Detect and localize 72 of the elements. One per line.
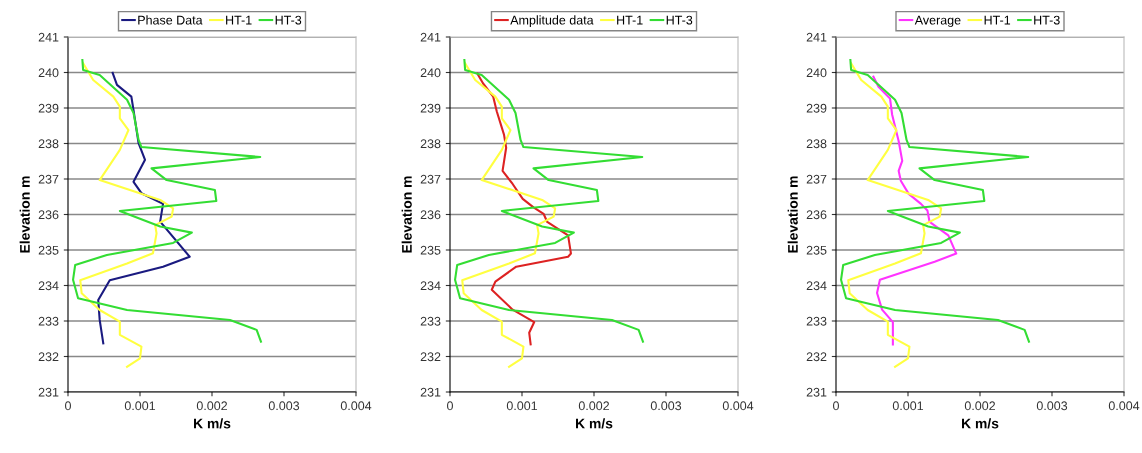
y-tick-label: 231 — [806, 387, 827, 397]
y-tick-label: 241 — [420, 32, 441, 42]
y-tick-label: 233 — [420, 316, 441, 326]
x-axis-title: K m/s — [576, 418, 613, 429]
y-tick-label: 232 — [806, 352, 827, 362]
y-tick-label: 241 — [38, 32, 59, 42]
legend-label: Phase Data — [138, 15, 203, 25]
y-tick-label: 237 — [420, 174, 441, 184]
y-tick-label: 237 — [38, 174, 59, 184]
y-tick-label: 238 — [420, 139, 441, 149]
y-tick-label: 239 — [806, 103, 827, 113]
line-series — [461, 62, 557, 368]
y-tick-label: 235 — [420, 245, 441, 255]
line-series — [872, 75, 958, 346]
x-tick-label: 0.003 — [268, 401, 300, 411]
legend-label: HT-1 — [617, 15, 643, 25]
x-tick-label: 0 — [65, 401, 71, 411]
y-tick-label: 240 — [806, 68, 827, 78]
line-series — [454, 59, 644, 343]
y-tick-label: 234 — [38, 281, 59, 291]
y-tick-label: 231 — [38, 387, 59, 397]
y-tick-label: 236 — [38, 210, 59, 220]
y-tick-label: 238 — [806, 139, 827, 149]
y-tick-label: 241 — [806, 32, 827, 42]
y-tick-label: 231 — [420, 387, 441, 397]
x-tick-label: 0.004 — [1108, 401, 1140, 411]
legend-label: HT-3 — [275, 15, 302, 25]
y-tick-label: 234 — [806, 281, 827, 291]
y-tick-label: 235 — [806, 245, 827, 255]
y-tick-label: 232 — [420, 352, 441, 362]
line-series — [847, 62, 943, 368]
y-tick-label: 236 — [420, 210, 441, 220]
line-series — [476, 72, 572, 346]
y-tick-label: 235 — [38, 245, 59, 255]
y-tick-label: 240 — [420, 68, 441, 78]
x-tick-label: 0.003 — [650, 401, 682, 411]
y-tick-label: 232 — [38, 352, 59, 362]
x-tick-label: 0.001 — [506, 401, 538, 411]
legend-label: HT-1 — [226, 15, 252, 25]
x-tick-label: 0.004 — [722, 401, 754, 411]
legend-label: Amplitude data — [510, 15, 594, 27]
y-axis-title: Elevation m — [401, 176, 412, 253]
legend-label: Average — [914, 15, 961, 27]
y-tick-label: 238 — [38, 139, 59, 149]
x-tick-label: 0.003 — [1036, 401, 1068, 411]
line-series — [840, 59, 1030, 343]
x-tick-label: 0.001 — [124, 401, 156, 411]
y-tick-label: 233 — [38, 316, 59, 326]
y-tick-label: 234 — [420, 281, 441, 291]
x-tick-label: 0.002 — [578, 401, 610, 411]
y-tick-label: 239 — [420, 103, 441, 113]
x-tick-label: 0.002 — [964, 401, 996, 411]
legend-label: HT-3 — [1034, 15, 1060, 25]
x-tick-label: 0 — [447, 401, 453, 411]
x-tick-label: 0.001 — [892, 401, 924, 411]
line-series — [72, 59, 262, 343]
x-tick-label: 0.002 — [196, 401, 228, 411]
line-series — [97, 71, 191, 345]
y-tick-label: 236 — [806, 210, 827, 220]
x-axis-title: K m/s — [194, 418, 231, 429]
y-axis-title: Elevation m — [787, 176, 798, 253]
x-tick-label: 0.004 — [340, 401, 372, 411]
y-tick-label: 233 — [806, 316, 827, 326]
legend-label: HT-1 — [984, 15, 1011, 25]
line-series — [79, 62, 175, 368]
y-tick-label: 240 — [38, 68, 59, 78]
x-axis-title: K m/s — [962, 418, 999, 429]
legend-label: HT-3 — [666, 15, 693, 25]
y-tick-label: 239 — [38, 103, 59, 113]
y-tick-label: 237 — [806, 174, 827, 184]
x-tick-label: 0 — [833, 401, 839, 411]
y-axis-title: Elevation m — [19, 176, 30, 253]
